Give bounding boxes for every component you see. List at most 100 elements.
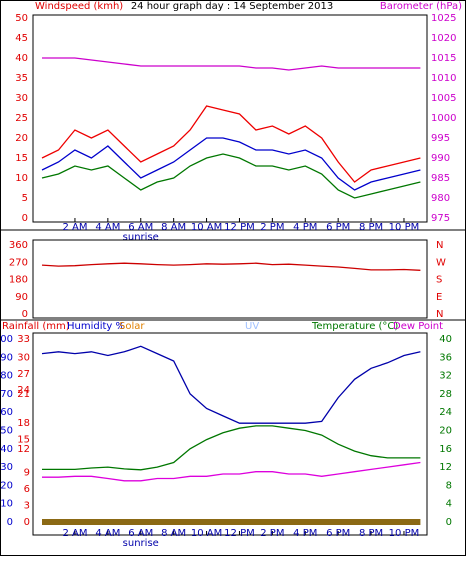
y3-tick-label: 24 bbox=[17, 385, 30, 396]
series-line bbox=[41, 153, 421, 199]
y-tick-label: 40 bbox=[15, 53, 28, 64]
x-tick-label: 4 AM bbox=[95, 222, 120, 233]
y-tick-label: 15 bbox=[15, 153, 28, 164]
axis-title: Rainfall (mm) bbox=[2, 321, 70, 332]
y2-tick-label: 0 bbox=[446, 517, 452, 528]
y2-tick-label: N bbox=[436, 309, 443, 320]
x-tick-label: 6 PM bbox=[326, 222, 350, 233]
plot-area bbox=[32, 332, 428, 536]
y-tick-label: 20 bbox=[0, 480, 13, 491]
series-line bbox=[41, 105, 421, 183]
y-tick-label: 0 bbox=[7, 517, 13, 528]
y2-tick-label: 24 bbox=[439, 407, 452, 418]
y-tick-label: 100 bbox=[0, 334, 13, 345]
x-tick-label: 12 PM bbox=[224, 528, 255, 539]
annotation: sunrise bbox=[123, 232, 159, 243]
y-tick-label: 360 bbox=[9, 240, 28, 251]
axis-title: Dew Point bbox=[393, 321, 443, 332]
y2-tick-label: 40 bbox=[439, 334, 452, 345]
y-tick-label: 30 bbox=[0, 462, 13, 473]
axis-title: Barometer (hPa) bbox=[380, 1, 462, 12]
y2-tick-label: 20 bbox=[439, 426, 452, 437]
series-line bbox=[42, 57, 421, 71]
y-tick-label: 180 bbox=[9, 275, 28, 286]
series-line bbox=[41, 262, 421, 271]
y-tick-label: 90 bbox=[15, 292, 28, 303]
x-tick-label: 6 AM bbox=[128, 222, 153, 233]
x-tick-label: 8 AM bbox=[161, 222, 186, 233]
y-tick-label: 270 bbox=[9, 257, 28, 268]
axis-title: Solar bbox=[119, 321, 145, 332]
y2-tick-label: 1010 bbox=[431, 73, 456, 84]
y3-tick-label: 21 bbox=[17, 389, 30, 400]
x-tick-label: 12 PM bbox=[224, 222, 255, 233]
y2-tick-label: N bbox=[436, 240, 443, 251]
y2-tick-label: 985 bbox=[431, 173, 450, 184]
y-tick-label: 25 bbox=[15, 113, 28, 124]
x-tick-label: 4 AM bbox=[95, 528, 120, 539]
y2-tick-label: 1020 bbox=[431, 33, 456, 44]
y3-tick-label: 6 bbox=[24, 484, 30, 495]
y3-tick-label: 15 bbox=[17, 435, 30, 446]
x-tick-label: 6 AM bbox=[128, 528, 153, 539]
x-tick-label: 10 AM bbox=[191, 528, 222, 539]
x-tick-label: 2 AM bbox=[62, 528, 87, 539]
y-tick-label: 0 bbox=[22, 309, 28, 320]
series-line bbox=[42, 425, 421, 471]
y3-tick-label: 33 bbox=[17, 334, 30, 345]
chart-title: 24 hour graph day : 14 September 2013 bbox=[131, 1, 333, 12]
x-tick-label: 2 PM bbox=[260, 528, 284, 539]
y3-tick-label: 30 bbox=[17, 352, 30, 363]
x-tick-label: 8 AM bbox=[161, 528, 186, 539]
y2-tick-label: 12 bbox=[439, 462, 452, 473]
y-tick-label: 10 bbox=[0, 499, 13, 510]
axis-title: Temperature (°C) bbox=[311, 321, 398, 332]
y-tick-label: 70 bbox=[0, 389, 13, 400]
y-tick-label: 50 bbox=[15, 13, 28, 24]
plot-area bbox=[32, 239, 428, 319]
y2-tick-label: S bbox=[436, 275, 442, 286]
series-line bbox=[42, 461, 421, 482]
x-tick-label: 10 PM bbox=[389, 528, 420, 539]
y-tick-label: 45 bbox=[15, 33, 28, 44]
x-tick-label: 8 PM bbox=[359, 222, 383, 233]
axis-title: Windspeed (kmh) bbox=[35, 1, 123, 12]
y2-tick-label: 1005 bbox=[431, 93, 456, 104]
y-tick-label: 30 bbox=[15, 93, 28, 104]
y2-tick-label: E bbox=[436, 292, 442, 303]
x-tick-label: 10 AM bbox=[191, 222, 222, 233]
y2-tick-label: 975 bbox=[431, 213, 450, 224]
y2-tick-label: 32 bbox=[439, 371, 452, 382]
y2-tick-label: 36 bbox=[439, 352, 452, 363]
x-tick-label: 2 PM bbox=[260, 222, 284, 233]
y2-tick-label: 995 bbox=[431, 133, 450, 144]
axis-title: UV bbox=[245, 321, 259, 332]
y-tick-label: 60 bbox=[0, 407, 13, 418]
x-tick-label: 2 AM bbox=[62, 222, 87, 233]
series-line bbox=[41, 345, 421, 424]
x-tick-label: 8 PM bbox=[359, 528, 383, 539]
y2-tick-label: 1000 bbox=[431, 113, 456, 124]
y-tick-label: 80 bbox=[0, 371, 13, 382]
y-tick-label: 20 bbox=[15, 133, 28, 144]
y-tick-label: 40 bbox=[0, 444, 13, 455]
y3-tick-label: 3 bbox=[24, 501, 30, 512]
plot-area bbox=[32, 14, 428, 223]
y2-tick-label: 4 bbox=[446, 499, 452, 510]
y3-tick-label: 9 bbox=[24, 468, 30, 479]
x-tick-label: 4 PM bbox=[293, 222, 317, 233]
y2-tick-label: 990 bbox=[431, 153, 450, 164]
y2-tick-label: 16 bbox=[439, 444, 452, 455]
y2-tick-label: 1015 bbox=[431, 53, 456, 64]
y-tick-label: 10 bbox=[15, 173, 28, 184]
y-tick-label: 50 bbox=[0, 426, 13, 437]
y2-tick-label: W bbox=[436, 257, 446, 268]
y3-tick-label: 0 bbox=[24, 517, 30, 528]
y2-tick-label: 8 bbox=[446, 480, 452, 491]
x-tick-label: 10 PM bbox=[389, 222, 420, 233]
series-line bbox=[41, 137, 421, 191]
y2-tick-label: 1025 bbox=[431, 13, 456, 24]
